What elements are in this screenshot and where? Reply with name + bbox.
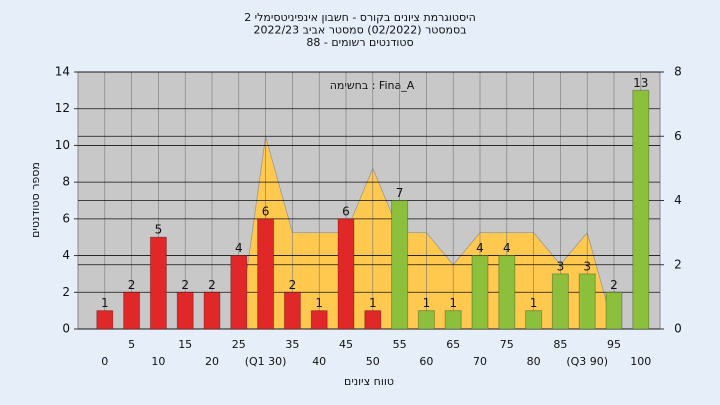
- x-tick-label: 70: [473, 355, 487, 368]
- bar: [123, 291, 141, 330]
- data-label: 2: [181, 278, 189, 292]
- data-label: 2: [128, 278, 136, 292]
- bar: [283, 291, 301, 330]
- data-label: 3: [583, 259, 591, 273]
- x-tick-label: 10: [151, 355, 165, 368]
- y2-tick-label: 8: [674, 65, 682, 79]
- bar: [176, 291, 194, 330]
- data-label: 2: [610, 278, 618, 292]
- x-tick-label: 50: [366, 355, 380, 368]
- data-label: 5: [155, 223, 163, 237]
- x-tick-label: 45: [339, 338, 353, 351]
- bar: [203, 291, 221, 330]
- x-tick-label: 100: [630, 355, 651, 368]
- bar: [578, 273, 596, 330]
- data-label: 7: [396, 186, 404, 200]
- data-label: 6: [262, 204, 270, 218]
- bar: [96, 310, 114, 330]
- chart-title: היסטוגרמת ציונים בקורס - חשבון אינפיניטס…: [244, 11, 476, 24]
- x-tick-label: 85: [553, 338, 567, 351]
- y-tick-label: 8: [62, 175, 70, 189]
- y2-tick-label: 4: [674, 193, 682, 207]
- bar: [230, 255, 248, 330]
- data-label: 4: [503, 241, 511, 255]
- data-label: 2: [208, 278, 216, 292]
- bar: [632, 89, 650, 330]
- x-tick-label: 15: [178, 338, 192, 351]
- data-label: 13: [633, 76, 648, 90]
- bar: [551, 273, 569, 330]
- y2-tick-label: 2: [674, 257, 682, 271]
- chart-title: סטודנטים רשומים - 88: [306, 36, 413, 49]
- x-tick-label: 5: [128, 338, 135, 351]
- bar: [471, 255, 489, 330]
- data-label: 1: [369, 296, 377, 310]
- annotation: בחשימה : Fina_A: [330, 79, 415, 92]
- data-label: 4: [476, 241, 484, 255]
- bar: [417, 310, 435, 330]
- x-tick-label: 80: [527, 355, 541, 368]
- data-label: 3: [557, 259, 565, 273]
- x-axis-label: טווח ציונים: [344, 375, 394, 388]
- x-tick-label: 35: [285, 338, 299, 351]
- y-axis-label: מספר סטודנטים: [29, 162, 42, 238]
- data-label: 2: [289, 278, 297, 292]
- data-label: 1: [101, 296, 109, 310]
- x-tick-label: (Q3 90): [566, 355, 608, 368]
- y-tick-label: 0: [62, 322, 70, 336]
- y2-tick-label: 0: [674, 322, 682, 336]
- data-label: 1: [530, 296, 538, 310]
- x-tick-label: 40: [312, 355, 326, 368]
- x-tick-label: 20: [205, 355, 219, 368]
- y-tick-label: 2: [62, 285, 70, 299]
- data-label: 1: [449, 296, 457, 310]
- x-tick-label: 95: [607, 338, 621, 351]
- x-tick-label: 60: [419, 355, 433, 368]
- data-label: 6: [342, 204, 350, 218]
- y-tick-label: 6: [62, 211, 70, 225]
- x-tick-label: 25: [232, 338, 246, 351]
- bar: [310, 310, 328, 330]
- x-tick-label: 55: [393, 338, 407, 351]
- data-label: 1: [423, 296, 431, 310]
- x-tick-label: 65: [446, 338, 460, 351]
- x-tick-label: (Q1 30): [245, 355, 287, 368]
- bar: [364, 310, 382, 330]
- bar: [337, 218, 355, 330]
- data-label: 4: [235, 241, 243, 255]
- y-tick-label: 14: [55, 65, 70, 79]
- bar: [605, 291, 623, 330]
- y-tick-label: 10: [55, 138, 70, 152]
- bar: [444, 310, 462, 330]
- chart-title: בסמסטר (02/2022) סמסטר אביב 2022/23: [253, 24, 466, 37]
- y-tick-label: 12: [55, 101, 70, 115]
- bar: [498, 255, 516, 330]
- bar: [257, 218, 275, 330]
- x-tick-label: 75: [500, 338, 514, 351]
- bar: [391, 200, 409, 330]
- y-tick-label: 4: [62, 248, 70, 262]
- x-tick-label: 0: [101, 355, 108, 368]
- bar: [149, 236, 167, 330]
- bar: [525, 310, 543, 330]
- y2-tick-label: 6: [674, 129, 682, 143]
- data-label: 1: [315, 296, 323, 310]
